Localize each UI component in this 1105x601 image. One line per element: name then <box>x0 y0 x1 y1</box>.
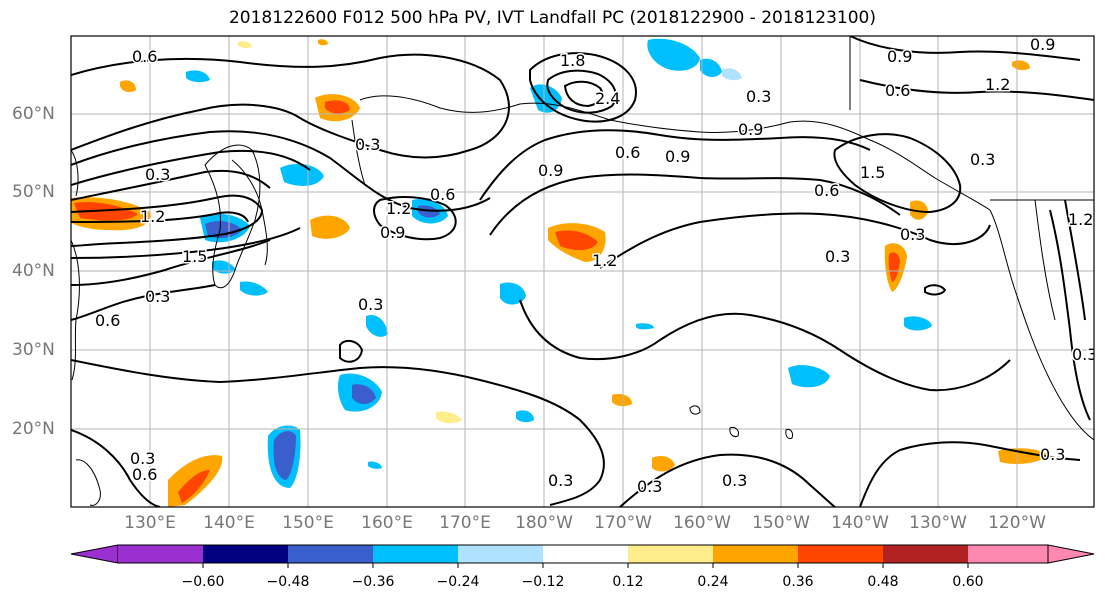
contour-label: 0.6 <box>885 81 910 100</box>
contour-label: 0.3 <box>722 471 747 490</box>
colorbar-segment <box>1047 544 1095 564</box>
lon-label-130e: 130°E <box>124 513 176 533</box>
colorbar-tick-label: −0.36 <box>351 574 395 590</box>
colorbar-tick-label: 0.60 <box>952 574 984 590</box>
map-plot-area: 0.6 1.8 2.4 0.3 0.3 0.6 0.9 0.9 1.2 0.9 … <box>71 35 1097 507</box>
colorbar-tick-label: 0.48 <box>867 574 899 590</box>
lat-label-30n: 30°N <box>12 340 55 360</box>
contour-label: 1.2 <box>386 199 411 218</box>
contour-label: 0.9 <box>887 47 912 66</box>
lat-label-50n: 50°N <box>12 182 55 202</box>
contour-label: 0.3 <box>900 225 925 244</box>
contour-label: 1.5 <box>860 163 885 182</box>
colorbar-segment <box>203 545 288 563</box>
contour-label: 0.9 <box>665 147 690 166</box>
contour-label: 1.5 <box>182 247 207 266</box>
contour-label: 1.2 <box>1068 210 1093 229</box>
lat-label-60n: 60°N <box>12 104 55 124</box>
colorbar-tick-label: 0.12 <box>612 574 644 590</box>
contour-label: 0.3 <box>145 287 170 306</box>
colorbar-segment <box>118 545 203 563</box>
colorbar-segment <box>288 545 373 563</box>
colorbar-tick-label: 0.24 <box>697 574 729 590</box>
contour-label: 0.3 <box>1040 445 1065 464</box>
contour-label: 0.3 <box>358 295 383 314</box>
lon-label-160e: 160°E <box>361 513 413 533</box>
contour-label: 0.3 <box>548 471 573 490</box>
contour-label: 0.3 <box>355 135 380 154</box>
colorbar <box>70 544 1095 568</box>
contour-label: 0.3 <box>1072 345 1097 364</box>
contour-label: 1.2 <box>985 75 1010 94</box>
lon-label-130w: 130°W <box>909 513 967 533</box>
contour-label: 0.3 <box>130 449 155 468</box>
contour-label: 0.6 <box>430 185 455 204</box>
contour-label: 1.2 <box>592 251 617 270</box>
colorbar-segment <box>628 545 713 563</box>
colorbar-segment <box>883 545 968 563</box>
contour-label: 0.9 <box>380 223 405 242</box>
colorbar-tick-label: −0.24 <box>436 574 480 590</box>
colorbar-segment <box>543 545 628 563</box>
contour-label: 2.4 <box>595 89 620 108</box>
map-title: 2018122600 F012 500 hPa PV, IVT Landfall… <box>228 8 876 28</box>
contour-label: 0.6 <box>814 181 839 200</box>
lat-label-20n: 20°N <box>12 419 55 439</box>
colorbar-segment <box>968 545 1048 563</box>
coastlines <box>71 36 1094 506</box>
lon-label-180w: 180°W <box>515 513 573 533</box>
colorbar-segment <box>458 545 543 563</box>
contour-label: 0.6 <box>132 47 157 66</box>
lon-label-170w: 170°W <box>594 513 652 533</box>
contour-label: 1.2 <box>140 207 165 226</box>
lon-label-160w: 160°W <box>673 513 731 533</box>
lon-label-150w: 150°W <box>752 513 810 533</box>
contour-label: 0.3 <box>970 150 995 169</box>
contour-label: 0.3 <box>746 87 771 106</box>
colorbar-tick-label: 0.36 <box>782 574 814 590</box>
contour-label: 0.6 <box>95 311 120 330</box>
colorbar-segment <box>70 544 119 564</box>
lon-label-120w: 120°W <box>988 513 1046 533</box>
lon-label-140e: 140°E <box>203 513 255 533</box>
colorbar-tick-label: −0.12 <box>521 574 565 590</box>
colorbar-segment <box>798 545 883 563</box>
colorbar-segment <box>373 545 458 563</box>
contour-label: 0.6 <box>132 465 157 484</box>
contour-labels: 0.6 1.8 2.4 0.3 0.3 0.6 0.9 0.9 1.2 0.9 … <box>94 35 1097 498</box>
contour-label: 0.9 <box>538 161 563 180</box>
contour-label: 0.9 <box>738 120 763 139</box>
lon-label-150e: 150°E <box>282 513 334 533</box>
lon-label-140w: 140°W <box>831 513 889 533</box>
colorbar-tick-label: −0.60 <box>181 574 225 590</box>
contour-label: 1.8 <box>560 51 585 70</box>
lon-label-170e: 170°E <box>439 513 491 533</box>
contour-label: 0.9 <box>1030 35 1055 54</box>
colorbar-tick-label: −0.48 <box>266 574 310 590</box>
lat-label-40n: 40°N <box>12 261 55 281</box>
contour-label: 0.3 <box>637 477 662 496</box>
contour-label: 0.3 <box>145 165 170 184</box>
plot-frame <box>70 35 1095 508</box>
shading-regions <box>71 38 1048 507</box>
pv-contours <box>71 36 1094 507</box>
contour-label: 0.3 <box>825 247 850 266</box>
colorbar-segment <box>713 545 798 563</box>
contour-label: 0.6 <box>615 143 640 162</box>
